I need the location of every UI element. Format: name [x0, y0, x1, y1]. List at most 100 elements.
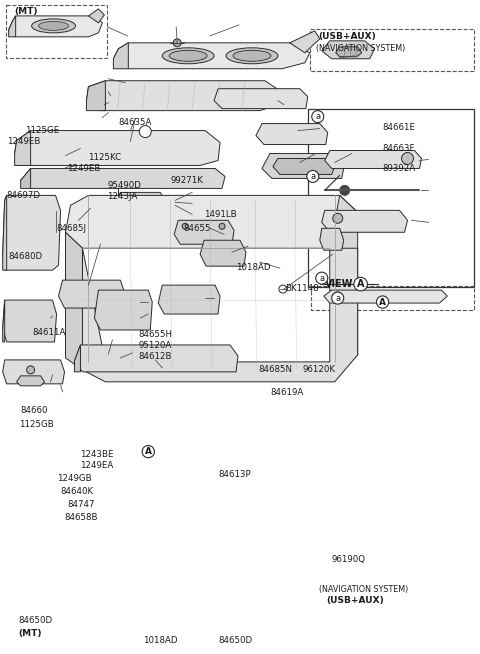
Text: 84613P: 84613P	[218, 470, 251, 479]
Polygon shape	[74, 345, 81, 372]
Polygon shape	[9, 16, 102, 37]
Polygon shape	[322, 211, 408, 232]
Text: 84685N: 84685N	[258, 366, 292, 374]
Text: 84658B: 84658B	[64, 513, 98, 522]
Text: 99271K: 99271K	[170, 176, 203, 185]
Text: 96190Q: 96190Q	[332, 555, 366, 564]
Text: A: A	[357, 279, 364, 289]
Text: 84635A: 84635A	[119, 118, 152, 127]
Polygon shape	[336, 47, 361, 57]
Text: 84697D: 84697D	[7, 191, 41, 200]
Text: 1249EB: 1249EB	[7, 137, 40, 146]
Polygon shape	[324, 290, 447, 303]
Text: a: a	[319, 273, 324, 283]
Text: 1249GB: 1249GB	[57, 474, 91, 483]
Ellipse shape	[162, 48, 214, 63]
Ellipse shape	[233, 50, 271, 61]
Polygon shape	[65, 232, 83, 370]
Ellipse shape	[38, 22, 69, 30]
Circle shape	[26, 366, 35, 374]
Polygon shape	[320, 228, 344, 250]
Text: 84661E: 84661E	[383, 123, 416, 132]
Polygon shape	[88, 9, 104, 23]
Polygon shape	[3, 196, 7, 270]
Text: 84663F: 84663F	[383, 144, 415, 153]
Text: a: a	[310, 172, 315, 181]
Text: 84650D: 84650D	[19, 615, 53, 625]
Text: 84680D: 84680D	[9, 252, 43, 261]
Circle shape	[333, 213, 343, 223]
Polygon shape	[3, 300, 57, 342]
Text: 1018AD: 1018AD	[144, 636, 178, 645]
Text: 1125GB: 1125GB	[19, 421, 53, 429]
Text: (MT): (MT)	[15, 7, 38, 16]
Polygon shape	[158, 285, 220, 314]
Text: (USB+AUX): (USB+AUX)	[327, 596, 384, 605]
Polygon shape	[83, 249, 358, 382]
Text: 1018AD: 1018AD	[236, 263, 271, 271]
Polygon shape	[21, 169, 31, 188]
Text: 1249EA: 1249EA	[81, 461, 114, 470]
Polygon shape	[322, 41, 374, 59]
Polygon shape	[214, 89, 308, 109]
Polygon shape	[256, 124, 328, 145]
Text: 89392A: 89392A	[383, 164, 416, 173]
Text: 84640K: 84640K	[60, 487, 94, 496]
Text: 1249EB: 1249EB	[68, 164, 101, 173]
Text: 84611A: 84611A	[33, 328, 66, 337]
Polygon shape	[15, 131, 220, 165]
Circle shape	[173, 39, 181, 47]
Polygon shape	[3, 196, 60, 270]
Text: 84660: 84660	[21, 406, 48, 415]
Polygon shape	[17, 376, 45, 386]
Circle shape	[127, 196, 137, 205]
Ellipse shape	[32, 19, 75, 33]
Text: (NAVIGATION SYSTEM): (NAVIGATION SYSTEM)	[319, 585, 408, 594]
Polygon shape	[95, 290, 152, 330]
Text: (USB+AUX): (USB+AUX)	[318, 32, 375, 41]
Polygon shape	[86, 80, 106, 111]
Polygon shape	[262, 154, 345, 179]
Circle shape	[139, 126, 151, 137]
Polygon shape	[273, 158, 335, 175]
Polygon shape	[174, 220, 234, 244]
Polygon shape	[290, 31, 320, 53]
Text: 1125KC: 1125KC	[88, 153, 121, 162]
Polygon shape	[113, 43, 128, 69]
Text: a: a	[335, 294, 340, 303]
Polygon shape	[9, 16, 16, 37]
Text: A: A	[145, 447, 152, 456]
Polygon shape	[15, 131, 31, 165]
Ellipse shape	[226, 48, 278, 63]
Text: 96120K: 96120K	[303, 366, 336, 374]
Text: 95490D: 95490D	[108, 181, 141, 190]
Polygon shape	[65, 196, 358, 249]
Text: (MT): (MT)	[19, 628, 42, 638]
Text: 84655: 84655	[183, 224, 211, 233]
Text: 84685J: 84685J	[57, 224, 86, 233]
Polygon shape	[21, 169, 225, 188]
Text: 1125GE: 1125GE	[24, 126, 59, 135]
Polygon shape	[59, 280, 124, 308]
Polygon shape	[200, 240, 246, 266]
Text: 1243JA: 1243JA	[108, 192, 138, 201]
Circle shape	[182, 223, 188, 230]
Text: 1491LB: 1491LB	[204, 210, 237, 219]
Text: 84655H: 84655H	[138, 330, 172, 339]
Text: 1243BE: 1243BE	[81, 450, 114, 459]
Circle shape	[219, 223, 225, 230]
Circle shape	[402, 152, 413, 164]
Text: 95120A: 95120A	[138, 341, 171, 351]
Text: 84612B: 84612B	[138, 353, 172, 362]
Text: a: a	[315, 112, 320, 121]
Circle shape	[333, 292, 343, 302]
Circle shape	[340, 186, 350, 196]
Polygon shape	[74, 345, 238, 372]
Ellipse shape	[169, 50, 207, 61]
Polygon shape	[3, 300, 5, 342]
Polygon shape	[330, 196, 358, 365]
Polygon shape	[3, 360, 64, 384]
Text: A: A	[379, 298, 386, 307]
Polygon shape	[115, 192, 165, 211]
Text: 84619A: 84619A	[270, 388, 303, 398]
